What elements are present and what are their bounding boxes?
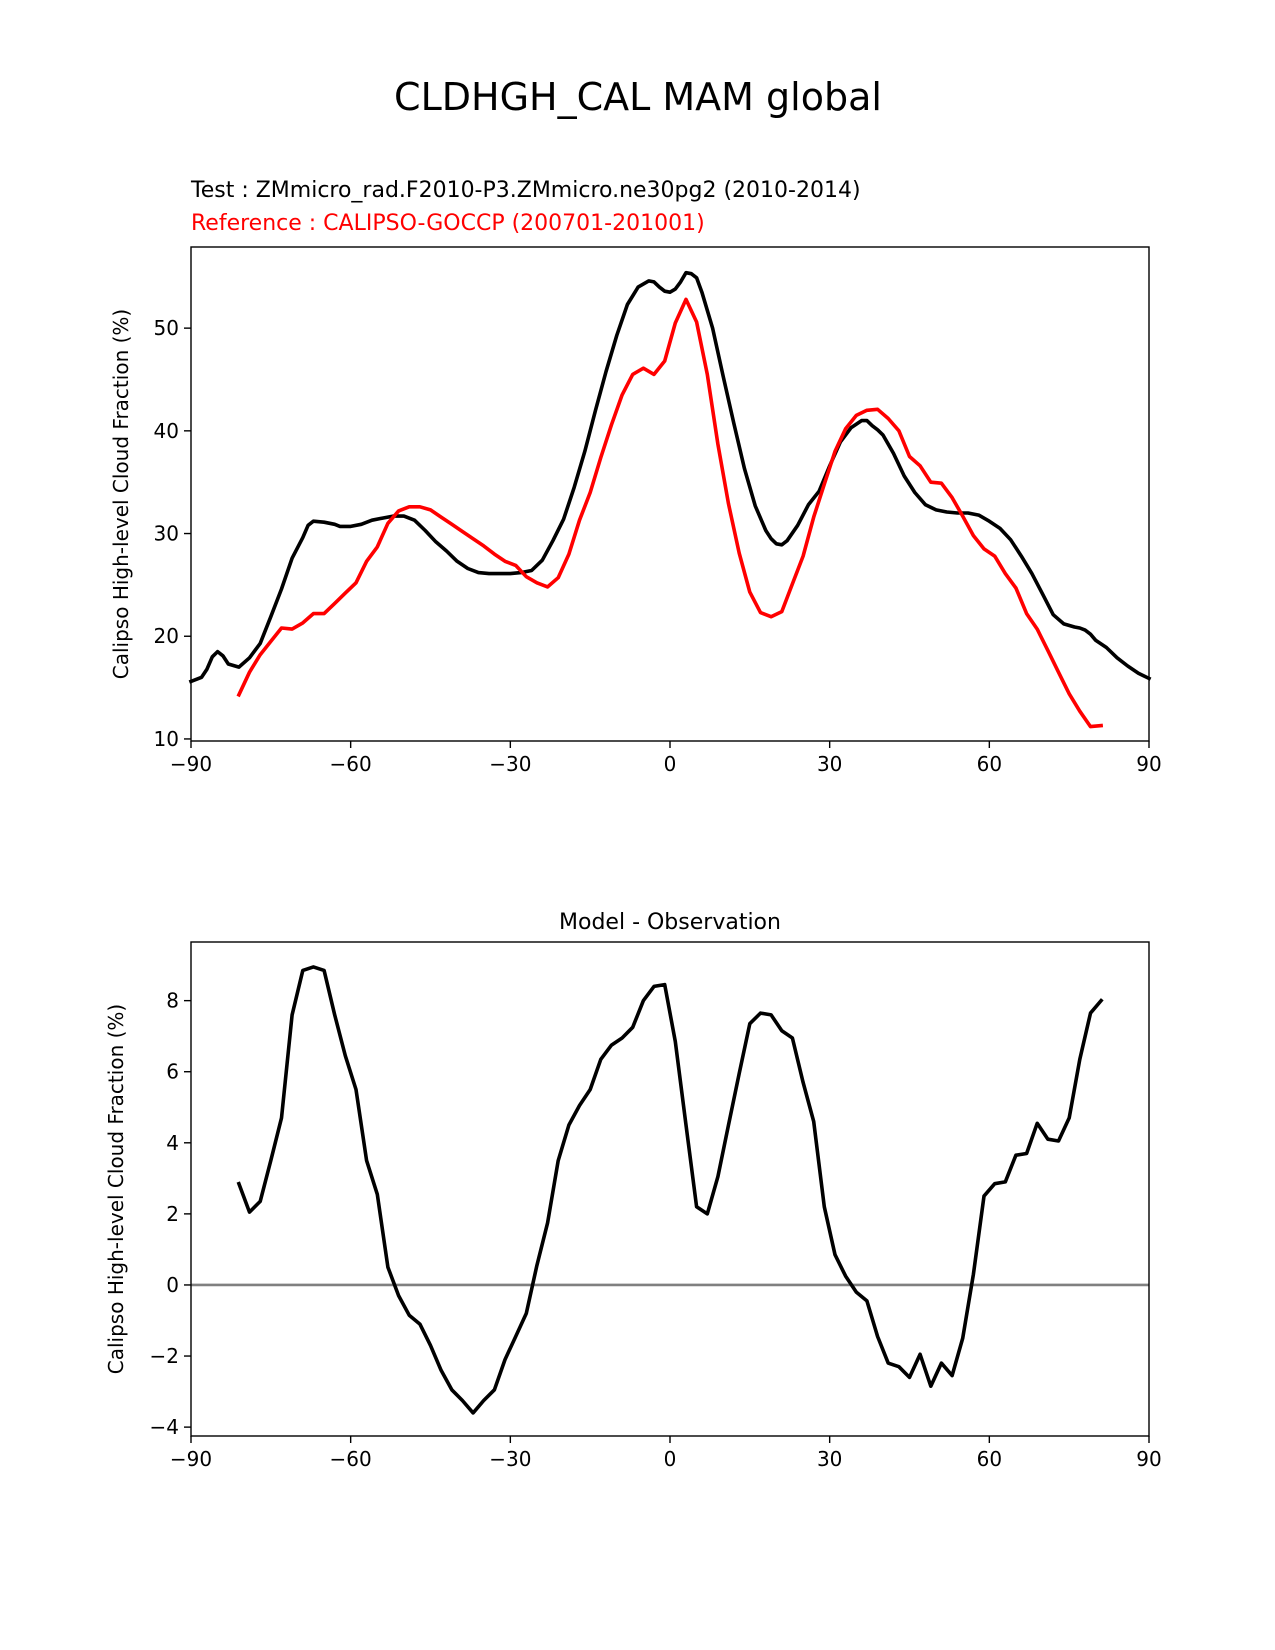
x-tick-label: −30: [489, 752, 531, 776]
x-tick-label: −60: [330, 752, 372, 776]
x-tick-label: 90: [1136, 752, 1161, 776]
x-tick-label: −30: [489, 1447, 531, 1471]
x-tick-label: 30: [817, 1447, 842, 1471]
series-line-test: [188, 270, 1152, 684]
series-line-reference: [236, 297, 1104, 729]
bottom-panel: Model - Observation −90 −60 −30 0 30 60 90 −4 −2 0…: [104, 910, 1162, 1471]
y-tick-label: 4: [166, 1131, 179, 1155]
panel-title: Model - Observation: [559, 910, 781, 935]
y-axis-label: Calipso High-level Cloud Fraction (%): [109, 309, 133, 679]
y-tick-label: 6: [166, 1060, 179, 1084]
x-tick-label: 90: [1136, 1447, 1161, 1471]
x-tick-label: 30: [817, 752, 842, 776]
x-tick-label: −60: [330, 1447, 372, 1471]
y-tick-label: 10: [154, 727, 179, 751]
y-tick-label: 30: [154, 522, 179, 546]
figure-title: CLDHGH_CAL MAM global: [394, 75, 882, 119]
y-tick-label: −4: [150, 1415, 179, 1439]
x-tick-label: −90: [170, 752, 212, 776]
x-tick-label: 0: [664, 752, 677, 776]
x-tick-label: −90: [170, 1447, 212, 1471]
test-label: Test : ZMmicro_rad.F2010-P3.ZMmicro.ne30…: [190, 178, 861, 203]
y-tick-label: −2: [150, 1344, 179, 1368]
y-tick-label: 2: [166, 1202, 179, 1226]
y-tick-label: 40: [154, 419, 179, 443]
y-tick-label: 8: [166, 989, 179, 1013]
y-axis-label: Calipso High-level Cloud Fraction (%): [104, 1004, 128, 1374]
plot-frame: [190, 246, 1150, 742]
x-tick-label: 60: [977, 752, 1002, 776]
series-line-model-observation: [236, 965, 1104, 1415]
x-tick-label: 0: [664, 1447, 677, 1471]
y-tick-label: 50: [154, 316, 179, 340]
reference-label: Reference : CALIPSO-GOCCP (200701-201001…: [191, 211, 705, 236]
top-panel: Test : ZMmicro_rad.F2010-P3.ZMmicro.ne30…: [109, 178, 1162, 776]
x-tick-label: 60: [977, 1447, 1002, 1471]
y-tick-label: 20: [154, 624, 179, 648]
y-tick-label: 0: [166, 1273, 179, 1297]
